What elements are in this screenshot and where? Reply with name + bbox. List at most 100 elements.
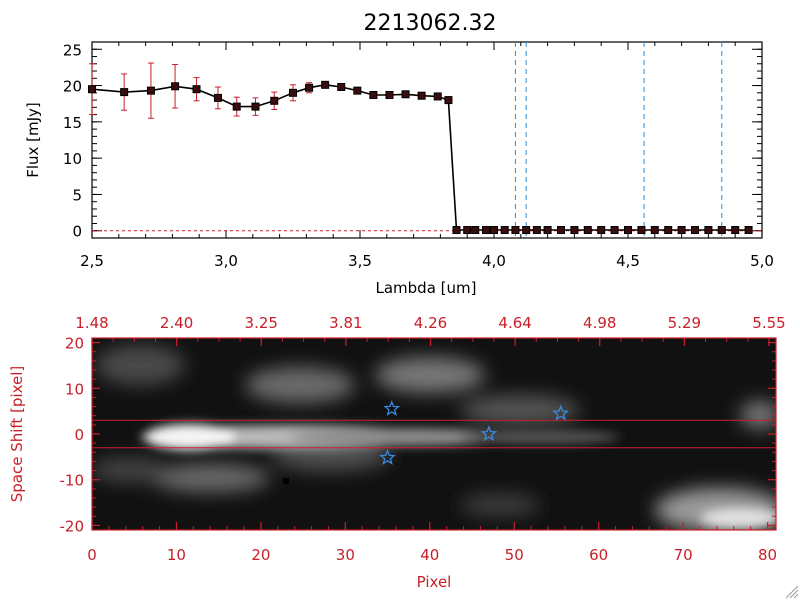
line-position-stars — [379, 400, 569, 465]
flux-data-point — [731, 226, 740, 235]
flux-data-point — [637, 226, 646, 235]
heatmap-top-tick-label: 5.55 — [752, 314, 785, 332]
flux-data-point — [744, 226, 753, 235]
heatmap-x-tick-label: 20 — [251, 546, 270, 564]
flux-data-point — [232, 102, 241, 111]
flux-x-tick-label: 4,0 — [482, 252, 506, 270]
heatmap-y-tick-label: -10 — [60, 472, 85, 490]
line-position-star-icon — [552, 404, 569, 421]
heatmap-x-tick-label: 60 — [589, 546, 608, 564]
flux-data-point — [251, 102, 260, 111]
flux-series-line — [91, 83, 749, 231]
flux-x-axis-label: Lambda [um] — [376, 279, 477, 297]
flux-data-point — [570, 226, 579, 235]
heatmap-x-tick-label: 0 — [87, 546, 97, 564]
flux-data-point — [385, 90, 394, 99]
heatmap-axis-ticks: 0 10 20 30 40 50 60 70 80 -20 -10 0 10 20 1.48 2.40 3.25… — [60, 314, 786, 564]
flux-series — [88, 62, 753, 235]
flux-data-point — [452, 226, 461, 235]
line-position-star-icon — [480, 425, 498, 442]
heatmap-y-tick-label: 0 — [74, 426, 84, 444]
heatmap-x-tick-label: 10 — [167, 546, 186, 564]
flux-x-tick-label: 4,5 — [616, 252, 640, 270]
flux-data-point — [650, 226, 659, 235]
flux-data-point — [289, 88, 297, 97]
flux-data-point — [490, 226, 498, 235]
flux-data-point — [463, 226, 472, 235]
heatmap-top-tick-label: 4.64 — [498, 314, 531, 332]
flux-data-point — [146, 86, 155, 95]
flux-data-point — [270, 96, 279, 105]
flux-x-tick-label: 2,5 — [80, 252, 104, 270]
flux-data-point — [433, 92, 442, 101]
flux-x-tick-label: 5,0 — [750, 252, 774, 270]
flux-data-point — [597, 226, 606, 235]
flux-data-point — [691, 226, 699, 235]
heatmap-top-tick-label: 3.25 — [245, 314, 278, 332]
flux-data-point — [583, 226, 592, 235]
heatmap-y-axis-label: Space Shift [pixel] — [8, 366, 26, 503]
flux-y-tick-label: 15 — [63, 114, 82, 132]
flux-data-point — [500, 226, 509, 235]
wavelength-markers — [92, 42, 762, 238]
heatmap-x-axis-label: Pixel — [417, 573, 452, 591]
heatmap-top-tick-label: 1.48 — [75, 314, 108, 332]
flux-data-point — [192, 85, 201, 94]
resize-grip-icon[interactable] — [785, 585, 799, 599]
heatmap-y-tick-label: -20 — [60, 517, 85, 535]
flux-data-point — [213, 93, 222, 102]
heatmap-top-tick-label: 4.98 — [583, 314, 616, 332]
heatmap-y-tick-label: 10 — [65, 380, 84, 398]
flux-data-point — [401, 90, 410, 99]
heatmap-y-tick-label: 20 — [65, 335, 84, 353]
flux-data-point — [88, 85, 96, 94]
heatmap-x-tick-label: 50 — [505, 546, 524, 564]
flux-axis-ticks: 2,5 3,0 3,5 4,0 4,5 5,0 0 5 10 15 20 25 — [63, 41, 774, 270]
flux-y-tick-label: 25 — [63, 41, 82, 59]
flux-data-point — [522, 226, 531, 235]
heatmap-top-tick-label: 3.81 — [329, 314, 362, 332]
chart-title: 2213062.32 — [364, 11, 497, 36]
flux-data-point — [664, 226, 673, 235]
flux-data-point — [481, 226, 490, 235]
flux-y-tick-label: 5 — [72, 186, 82, 204]
heatmap-x-tick-label: 40 — [420, 546, 439, 564]
flux-y-tick-label: 10 — [63, 150, 82, 168]
heatmap-x-tick-label: 70 — [674, 546, 693, 564]
flux-plot-frame — [91, 41, 763, 239]
flux-data-point — [321, 80, 330, 89]
heatmap-top-tick-label: 2.40 — [160, 314, 193, 332]
heatmap-x-tick-label: 80 — [758, 546, 777, 564]
line-position-star-icon — [383, 400, 401, 416]
flux-data-point — [704, 226, 713, 235]
flux-data-point — [557, 226, 565, 235]
heatmap-top-tick-label: 5.29 — [668, 314, 701, 332]
flux-y-tick-label: 0 — [72, 223, 82, 241]
heatmap-x-tick-label: 30 — [336, 546, 355, 564]
flux-x-tick-label: 3,5 — [348, 252, 372, 270]
spectrum-image — [92, 338, 776, 530]
flux-data-point — [120, 88, 129, 97]
flux-data-point — [471, 226, 480, 235]
flux-x-tick-label: 3,0 — [214, 252, 238, 270]
flux-data-point — [353, 86, 362, 95]
flux-data-point — [369, 90, 378, 99]
flux-data-point — [677, 226, 686, 235]
flux-data-point — [305, 83, 314, 92]
flux-data-point — [511, 226, 520, 235]
flux-data-point — [717, 226, 726, 235]
flux-data-point — [543, 226, 552, 235]
flux-data-point — [171, 82, 180, 91]
aperture-lines — [92, 419, 776, 449]
flux-data-point — [444, 96, 453, 105]
flux-y-axis-label: Flux [mJy] — [24, 102, 42, 178]
flux-data-point — [417, 91, 426, 100]
flux-data-point — [532, 226, 541, 235]
flux-data-point — [337, 83, 346, 92]
flux-data-point — [610, 226, 619, 235]
heatmap-top-tick-label: 4.26 — [414, 314, 447, 332]
flux-data-point — [624, 226, 632, 235]
flux-y-tick-label: 20 — [63, 78, 82, 96]
line-position-star-icon — [379, 449, 396, 465]
